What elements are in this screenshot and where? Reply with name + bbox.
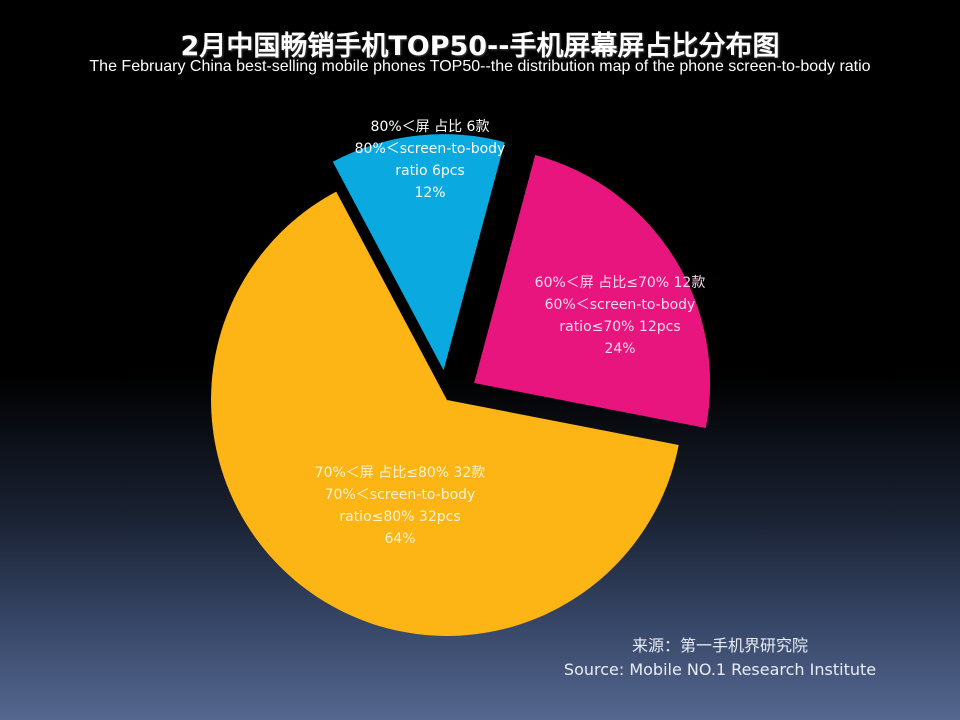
slice-label-70-80: 70%＜屏 占比≤80% 32款 70%＜screen-to-body rati… — [280, 462, 520, 550]
label-line: ratio≤80% 32pcs — [339, 509, 461, 525]
label-line: 80%＜屏 占比 6款 — [370, 119, 490, 135]
label-line: 24% — [604, 341, 636, 357]
source-en: Source: Mobile NO.1 Research Institute — [563, 660, 877, 679]
pie-slice-60-70[interactable] — [474, 155, 711, 428]
label-line: 70%＜screen-to-body — [324, 487, 476, 503]
pie-slice-80-plus[interactable] — [332, 134, 505, 371]
label-line: 80%＜screen-to-body — [354, 141, 506, 157]
label-line: ratio≤70% 12pcs — [559, 319, 681, 335]
label-line: 12% — [414, 185, 446, 201]
chart-title: 2月中国畅销手机TOP50--手机屏幕屏占比分布图 — [180, 31, 780, 62]
source-cn: 来源：第一手机界研究院 — [631, 636, 808, 655]
pie-slice-70-80[interactable] — [211, 191, 679, 636]
slice-label-60-70: 60%＜屏 占比≤70% 12款 60%＜screen-to-body rati… — [500, 272, 740, 360]
label-line: 60%＜屏 占比≤70% 12款 — [534, 275, 706, 291]
label-line: 60%＜screen-to-body — [544, 297, 696, 313]
source-note: 来源：第一手机界研究院 Source: Mobile NO.1 Research… — [540, 634, 900, 682]
label-line: ratio 6pcs — [395, 163, 465, 179]
slice-label-80-plus: 80%＜屏 占比 6款 80%＜screen-to-body ratio 6pc… — [320, 116, 540, 204]
label-line: 64% — [384, 531, 416, 547]
label-line: 70%＜屏 占比≤80% 32款 — [314, 465, 486, 481]
chart-subtitle: The February China best-selling mobile p… — [89, 58, 871, 75]
